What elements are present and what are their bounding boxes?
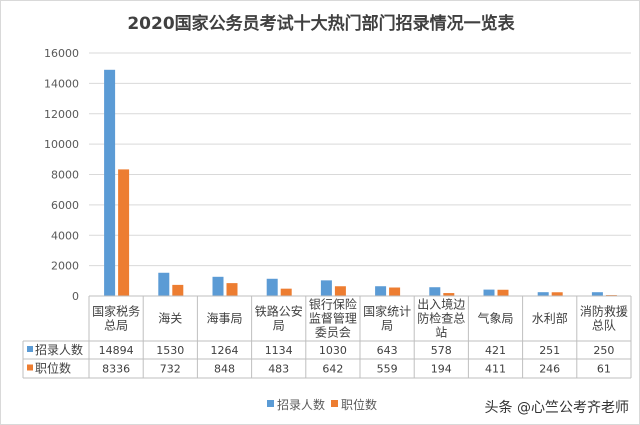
bar-positions <box>389 287 401 296</box>
category-label: 海事局 <box>206 311 242 326</box>
bar-enrollment <box>537 292 549 296</box>
data-value: 642 <box>322 363 343 376</box>
category-label: 铁路公安 <box>255 304 303 319</box>
watermark: 头条 @心竺公考齐老师 <box>485 399 629 416</box>
legend-swatch <box>267 400 274 407</box>
bar-enrollment <box>429 287 441 296</box>
data-value: 578 <box>431 344 452 357</box>
category-label: 出入境边 <box>417 297 465 312</box>
data-value: 848 <box>214 363 235 376</box>
category-label: 国家税务 <box>92 304 140 319</box>
data-value: 483 <box>268 363 289 376</box>
category-label: 海关 <box>158 311 182 326</box>
bar-positions <box>497 289 509 296</box>
bar-positions <box>443 293 455 296</box>
bar-positions <box>280 288 292 296</box>
y-tick-label: 8000 <box>51 169 79 182</box>
category-label: 防检查总 <box>417 311 465 326</box>
data-value: 61 <box>597 363 611 376</box>
table-series-label: 职位数 <box>35 361 71 376</box>
table-series-label: 招录人数 <box>35 342 83 357</box>
y-tick-label: 2000 <box>51 260 79 273</box>
data-value: 732 <box>160 363 181 376</box>
category-label: 总局 <box>104 319 128 333</box>
data-value: 250 <box>593 344 614 357</box>
category-label: 监督管理 <box>309 311 357 326</box>
bar-enrollment <box>375 286 387 296</box>
bar-enrollment <box>266 278 278 296</box>
data-value: 194 <box>431 363 452 376</box>
data-value: 559 <box>377 363 398 376</box>
data-value: 1264 <box>211 344 239 357</box>
y-tick-label: 6000 <box>51 199 79 212</box>
bar-enrollment <box>591 292 603 296</box>
legend-key <box>27 364 33 371</box>
bar-positions <box>172 284 184 296</box>
data-value: 8336 <box>102 363 130 376</box>
y-tick-label: 10000 <box>44 138 79 151</box>
category-label: 国家统计 <box>363 304 411 319</box>
category-label: 气象局 <box>477 311 513 326</box>
category-label: 局 <box>381 319 393 333</box>
data-value: 1134 <box>265 344 293 357</box>
bar-enrollment <box>212 276 224 296</box>
data-value: 251 <box>539 344 560 357</box>
bar-enrollment <box>483 289 495 296</box>
data-value: 1530 <box>156 344 184 357</box>
bar-positions <box>334 286 346 296</box>
category-label: 委员会 <box>315 326 351 340</box>
data-value: 643 <box>377 344 398 357</box>
bar-positions <box>226 283 238 296</box>
category-label: 水利部 <box>532 311 568 326</box>
bar-positions <box>118 169 130 296</box>
y-tick-label: 14000 <box>44 77 79 90</box>
category-label: 站 <box>435 326 447 340</box>
legend-label: 招录人数 <box>277 397 325 412</box>
data-value: 14894 <box>99 344 134 357</box>
y-tick-label: 0 <box>72 290 79 303</box>
legend-swatch <box>331 400 338 407</box>
legend-label: 职位数 <box>341 397 377 412</box>
category-label: 局 <box>273 319 285 333</box>
chart-title: 2020国家公务员考试十大热门部门招录情况一览表 <box>127 13 515 34</box>
bar-enrollment <box>320 280 332 296</box>
data-value: 246 <box>539 363 560 376</box>
legend-key <box>27 346 33 352</box>
data-value: 421 <box>485 344 506 357</box>
data-value: 411 <box>485 363 506 376</box>
bar-positions <box>551 292 563 296</box>
y-tick-label: 16000 <box>44 47 79 60</box>
category-label: 消防救援 <box>580 304 628 319</box>
bar-enrollment <box>104 69 116 296</box>
category-label: 总队 <box>592 318 616 333</box>
data-value: 1030 <box>319 344 347 357</box>
y-tick-label: 12000 <box>44 108 79 121</box>
category-label: 银行保险 <box>309 297 357 312</box>
y-tick-label: 4000 <box>51 229 79 242</box>
bar-enrollment <box>158 272 170 296</box>
